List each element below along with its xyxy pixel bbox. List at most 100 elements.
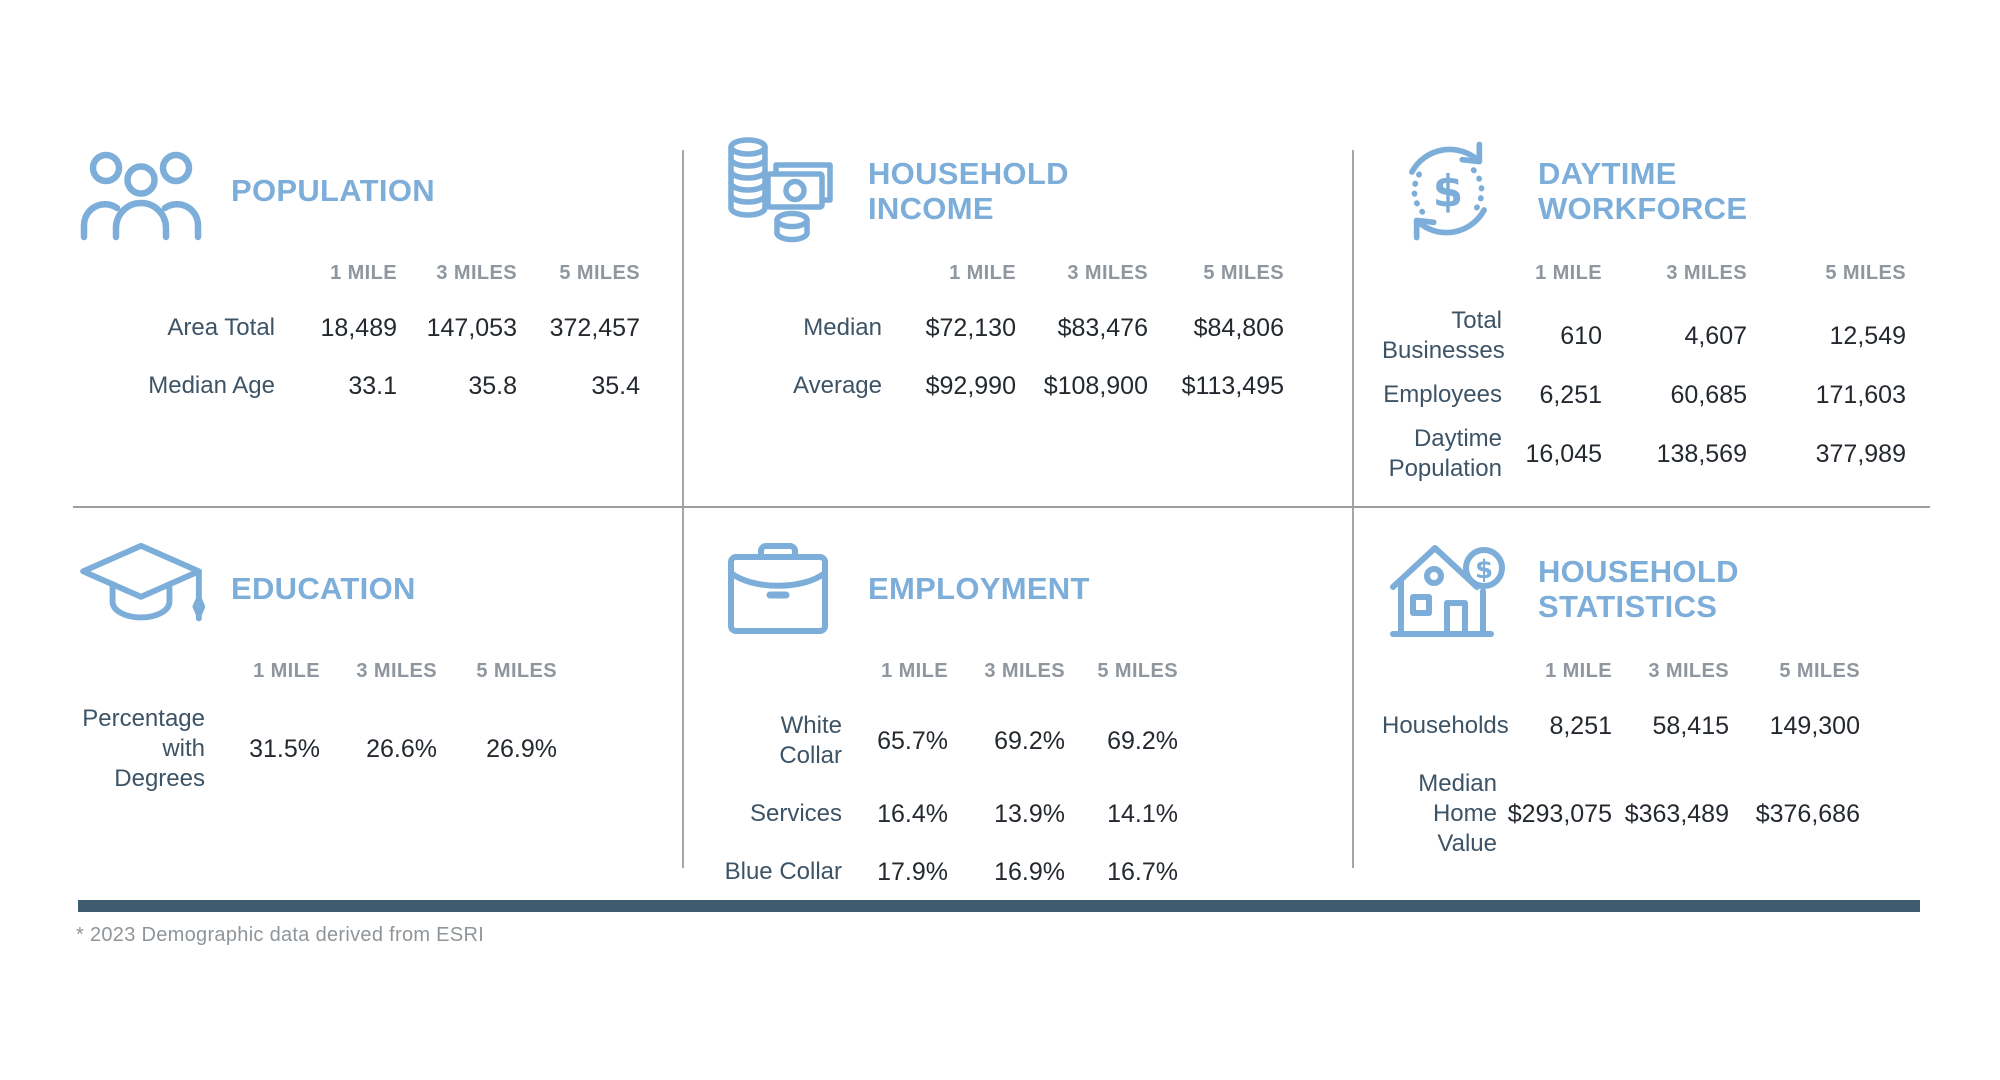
cell-value: 60,685 xyxy=(1670,380,1747,409)
table-row: Employees 6,251 60,685 171,603 xyxy=(1382,373,1906,417)
house-dollar-icon: $ xyxy=(1382,533,1514,645)
cell-value: 16.4% xyxy=(877,799,948,828)
column-header-row: 1 MILE 3 MILES 5 MILES xyxy=(75,660,557,697)
household-income-table: 1 MILE 3 MILES 5 MILES Median $72,130 $8… xyxy=(712,262,1284,415)
section-title: HOUSEHOLD INCOME xyxy=(868,156,1069,226)
household-income-header: HOUSEHOLD INCOME xyxy=(712,130,1324,252)
column-header: 5 MILES xyxy=(1203,262,1284,284)
cell-value: 26.6% xyxy=(366,734,437,763)
household-statistics-header: $ HOUSEHOLD STATISTICS xyxy=(1382,528,1930,650)
table-row: Households 8,251 58,415 149,300 xyxy=(1382,697,1860,755)
cell-value: 69.2% xyxy=(1107,726,1178,755)
cell-value: 26.9% xyxy=(486,734,557,763)
row-label: Households xyxy=(1382,712,1509,739)
section-education: EDUCATION 1 MILE 3 MILES 5 MILES Percent… xyxy=(75,528,652,801)
column-header: 3 MILES xyxy=(984,660,1065,682)
title-line: EDUCATION xyxy=(231,571,416,607)
cell-value: 14.1% xyxy=(1107,799,1178,828)
column-header-row: 1 MILE 3 MILES 5 MILES xyxy=(1382,660,1860,697)
table-row: Median Home Value $293,075 $363,489 $376… xyxy=(1382,755,1860,873)
cell-value: $363,489 xyxy=(1624,799,1729,828)
column-header-row: 1 MILE 3 MILES 5 MILES xyxy=(712,660,1178,697)
row-label: Daytime Population xyxy=(1388,425,1502,482)
row-label: Blue Collar xyxy=(724,858,842,885)
column-header: 5 MILES xyxy=(1825,262,1906,284)
title-line: STATISTICS xyxy=(1538,589,1718,624)
cell-value: 33.1 xyxy=(348,371,397,400)
row-label: White Collar xyxy=(779,712,842,769)
employment-table: 1 MILE 3 MILES 5 MILES White Collar 65.7… xyxy=(712,660,1178,901)
table-row: Percentage with Degrees 31.5% 26.6% 26.9… xyxy=(75,697,557,801)
svg-text:$: $ xyxy=(1475,555,1493,585)
column-header: 5 MILES xyxy=(559,262,640,284)
title-line: POPULATION xyxy=(231,173,435,209)
column-header-row: 1 MILE 3 MILES 5 MILES xyxy=(1382,262,1906,299)
coins-banknote-icon xyxy=(712,132,844,250)
row-label: Median xyxy=(803,314,882,341)
cell-value: 35.8 xyxy=(468,371,517,400)
cell-value: 12,549 xyxy=(1829,321,1906,350)
cell-value: $108,900 xyxy=(1043,371,1148,400)
cell-value: $92,990 xyxy=(925,371,1016,400)
column-header: 3 MILES xyxy=(356,660,437,682)
section-household-statistics: $ HOUSEHOLD STATISTICS 1 MILE 3 MILES 5 … xyxy=(1382,528,1930,873)
cell-value: 35.4 xyxy=(591,371,640,400)
column-header: 1 MILE xyxy=(1545,660,1612,682)
cell-value: 65.7% xyxy=(877,726,948,755)
row-label: Total Businesses xyxy=(1382,307,1505,364)
column-header: 3 MILES xyxy=(1067,262,1148,284)
cell-value: 4,607 xyxy=(1684,321,1747,350)
cell-value: 16,045 xyxy=(1525,439,1602,468)
table-row: Services 16.4% 13.9% 14.1% xyxy=(712,785,1178,843)
section-title: EMPLOYMENT xyxy=(868,571,1090,606)
vertical-divider xyxy=(1352,150,1354,868)
education-table: 1 MILE 3 MILES 5 MILES Percentage with D… xyxy=(75,660,557,801)
cell-value: 147,053 xyxy=(426,313,517,342)
section-title: POPULATION xyxy=(231,173,435,208)
column-header: 5 MILES xyxy=(1097,660,1178,682)
cell-value: 16.9% xyxy=(994,857,1065,886)
cell-value: $376,686 xyxy=(1755,799,1860,828)
column-header: 1 MILE xyxy=(1535,262,1602,284)
section-employment: EMPLOYMENT 1 MILE 3 MILES 5 MILES White … xyxy=(712,528,1324,901)
cell-value: $113,495 xyxy=(1181,371,1284,400)
section-population: POPULATION 1 MILE 3 MILES 5 MILES Area T… xyxy=(75,130,652,415)
cell-value: 13.9% xyxy=(994,799,1065,828)
column-header: 1 MILE xyxy=(881,660,948,682)
column-header: 1 MILE xyxy=(330,262,397,284)
row-label: Median Home Value xyxy=(1418,770,1497,857)
cell-value: 31.5% xyxy=(249,734,320,763)
cell-value: $83,476 xyxy=(1057,313,1148,342)
table-row: Area Total 18,489 147,053 372,457 xyxy=(75,299,640,357)
title-line: DAYTIME xyxy=(1538,155,1677,191)
table-row: White Collar 65.7% 69.2% 69.2% xyxy=(712,697,1178,785)
graduation-cap-icon xyxy=(75,538,207,640)
section-title: EDUCATION xyxy=(231,571,416,606)
employment-header: EMPLOYMENT xyxy=(712,528,1324,650)
row-label: Area Total xyxy=(167,314,275,341)
cell-value: 377,989 xyxy=(1815,439,1906,468)
cell-value: 17.9% xyxy=(877,857,948,886)
title-line: WORKFORCE xyxy=(1538,191,1748,226)
cell-value: $293,075 xyxy=(1507,799,1612,828)
cell-value: 69.2% xyxy=(994,726,1065,755)
table-row: Total Businesses 610 4,607 12,549 xyxy=(1382,299,1906,373)
household-statistics-table: 1 MILE 3 MILES 5 MILES Households 8,251 … xyxy=(1382,660,1860,873)
column-header: 1 MILE xyxy=(253,660,320,682)
column-header: 3 MILES xyxy=(1648,660,1729,682)
cell-value: 171,603 xyxy=(1815,380,1906,409)
section-title: DAYTIME WORKFORCE xyxy=(1538,156,1747,226)
section-title: HOUSEHOLD STATISTICS xyxy=(1538,554,1739,624)
cell-value: 16.7% xyxy=(1107,857,1178,886)
row-label: Median Age xyxy=(148,372,275,399)
education-header: EDUCATION xyxy=(75,528,652,650)
row-label: Average xyxy=(793,372,882,399)
cell-value: $84,806 xyxy=(1193,313,1284,342)
title-line: HOUSEHOLD xyxy=(1538,553,1739,589)
title-line: EMPLOYMENT xyxy=(868,571,1090,607)
table-row: Average $92,990 $108,900 $113,495 xyxy=(712,357,1284,415)
horizontal-divider xyxy=(73,506,1930,508)
population-table: 1 MILE 3 MILES 5 MILES Area Total 18,489… xyxy=(75,262,640,415)
column-header: 5 MILES xyxy=(1779,660,1860,682)
